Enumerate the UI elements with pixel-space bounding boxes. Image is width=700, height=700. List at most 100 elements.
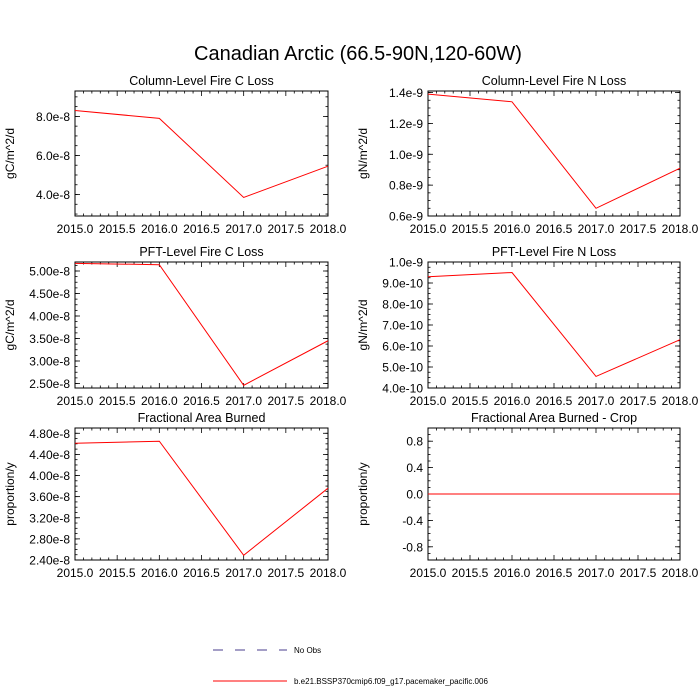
panel-title: PFT-Level Fire N Loss <box>492 245 616 259</box>
x-tick-label: 2016.5 <box>536 566 573 580</box>
x-tick-label: 2017.5 <box>267 222 304 236</box>
y-tick-label: 3.50e-8 <box>29 332 70 346</box>
y-tick-label: 4.00e-8 <box>29 469 70 483</box>
y-axis-label: proportion/y <box>356 462 370 525</box>
series-line <box>427 271 681 378</box>
panel-column-c-loss: Column-Level Fire C Loss 2015.0 2015.5 2016… <box>3 74 347 236</box>
x-tick-label: 2016.0 <box>494 222 531 236</box>
x-tick-label: 2018.0 <box>310 566 347 580</box>
y-tick-label: 1.0e-9 <box>389 256 423 270</box>
series-line <box>74 262 329 386</box>
x-tick-label: 2018.0 <box>662 222 699 236</box>
x-tick-label: 2018.0 <box>662 566 699 580</box>
panel-area-burned-crop: Fractional Area Burned - Crop 2015.0 2015.… <box>356 411 699 580</box>
x-tick-label: 2015.5 <box>99 222 136 236</box>
x-tick-label: 2015.0 <box>57 394 94 408</box>
x-tick-label: 2017.0 <box>225 394 262 408</box>
legend: No Obs b.e21.BSSP370cmip6.f09_g17.pacema… <box>213 646 488 686</box>
plot-frame <box>427 90 681 217</box>
x-tick-label: 2015.0 <box>410 394 447 408</box>
plot-frame <box>74 427 329 561</box>
y-tick-label: 7.0e-10 <box>382 319 423 333</box>
y-tick-label: 4.00e-8 <box>29 310 70 324</box>
y-tick-label: 0.0 <box>406 488 423 502</box>
y-tick-label: 6.0e-10 <box>382 340 423 354</box>
y-tick-label: -0.8 <box>402 540 423 554</box>
x-tick-label: 2015.5 <box>99 566 136 580</box>
x-tick-label: 2017.0 <box>578 566 615 580</box>
y-tick-label: 8.0e-8 <box>36 110 70 124</box>
x-tick-label: 2016.0 <box>141 566 178 580</box>
x-tick-label: 2015.0 <box>410 222 447 236</box>
legend-label-no-obs: No Obs <box>294 646 321 655</box>
x-tick-label: 2016.5 <box>183 222 220 236</box>
y-tick-label: 3.60e-8 <box>29 490 70 504</box>
y-tick-label: 3.20e-8 <box>29 511 70 525</box>
x-tick-label: 2015.0 <box>57 222 94 236</box>
x-tick-label: 2015.0 <box>410 566 447 580</box>
y-axis-label: gN/m^2/d <box>356 128 370 179</box>
x-tick-label: 2018.0 <box>662 394 699 408</box>
y-tick-label: 4.0e-8 <box>36 188 70 202</box>
series-line <box>427 93 681 209</box>
panel-area-burned: Fractional Area Burned 2015.0 2015.5 2016.0… <box>3 411 347 580</box>
x-tick-label: 2017.5 <box>267 394 304 408</box>
x-tick-label: 2017.0 <box>225 222 262 236</box>
y-tick-label: 3.00e-8 <box>29 355 70 369</box>
y-tick-label: 4.50e-8 <box>29 287 70 301</box>
x-tick-label: 2015.5 <box>452 222 489 236</box>
y-tick-label: 2.50e-8 <box>29 377 70 391</box>
y-tick-label: 0.8e-9 <box>389 179 423 193</box>
y-tick-label: 0.4 <box>406 461 423 475</box>
y-tick-label: 4.0e-10 <box>382 382 423 396</box>
y-tick-label: 4.40e-8 <box>29 448 70 462</box>
x-tick-label: 2015.5 <box>99 394 136 408</box>
x-tick-label: 2015.5 <box>452 566 489 580</box>
series-line <box>74 440 329 556</box>
x-tick-label: 2016.0 <box>494 566 531 580</box>
x-tick-label: 2017.0 <box>225 566 262 580</box>
panel-title: Column-Level Fire N Loss <box>482 74 627 88</box>
x-tick-label: 2016.5 <box>183 566 220 580</box>
y-tick-label: 0.6e-9 <box>389 210 423 224</box>
x-tick-label: 2018.0 <box>310 222 347 236</box>
panel-pft-c-loss: PFT-Level Fire C Loss 2015.0 2015.5 2016.0 2… <box>3 245 347 408</box>
x-tick-label: 2017.0 <box>578 222 615 236</box>
panel-title: Fractional Area Burned <box>138 411 266 425</box>
x-tick-label: 2016.0 <box>494 394 531 408</box>
x-tick-label: 2015.5 <box>452 394 489 408</box>
x-tick-label: 2017.5 <box>620 566 657 580</box>
panel-title: Column-Level Fire C Loss <box>129 74 274 88</box>
legend-label-model: b.e21.BSSP370cmip6.f09_g17.pacemaker_pac… <box>294 677 488 686</box>
panels: Column-Level Fire C Loss 2015.0 2015.5 2016… <box>3 74 699 580</box>
x-tick-label: 2016.5 <box>536 222 573 236</box>
x-tick-label: 2017.5 <box>620 394 657 408</box>
x-tick-label: 2017.5 <box>267 566 304 580</box>
x-tick-label: 2017.5 <box>620 222 657 236</box>
x-tick-label: 2016.5 <box>183 394 220 408</box>
panel-title: PFT-Level Fire C Loss <box>139 245 263 259</box>
y-tick-label: 5.00e-8 <box>29 265 70 279</box>
y-tick-label: 1.2e-9 <box>389 117 423 131</box>
y-tick-label: 1.0e-9 <box>389 148 423 162</box>
y-axis-label: gC/m^2/d <box>3 128 17 179</box>
x-tick-label: 2015.0 <box>57 566 94 580</box>
y-tick-label: 9.0e-10 <box>382 277 423 291</box>
y-tick-label: 1.4e-9 <box>389 86 423 100</box>
y-axis-label: proportion/y <box>3 462 17 525</box>
y-tick-label: 5.0e-10 <box>382 361 423 375</box>
x-tick-label: 2016.0 <box>141 222 178 236</box>
x-tick-label: 2016.0 <box>141 394 178 408</box>
y-tick-label: 6.0e-8 <box>36 149 70 163</box>
y-tick-label: 4.80e-8 <box>29 427 70 441</box>
y-tick-label: 8.0e-10 <box>382 298 423 312</box>
y-tick-label: 2.40e-8 <box>29 554 70 568</box>
panel-column-n-loss: Column-Level Fire N Loss 2015.0 2015.5 2016… <box>356 74 699 236</box>
x-tick-label: 2018.0 <box>310 394 347 408</box>
figure-title: Canadian Arctic (66.5-90N,120-60W) <box>194 43 522 65</box>
y-tick-label: 0.8 <box>406 435 423 449</box>
panel-title: Fractional Area Burned - Crop <box>471 411 637 425</box>
x-tick-label: 2016.5 <box>536 394 573 408</box>
